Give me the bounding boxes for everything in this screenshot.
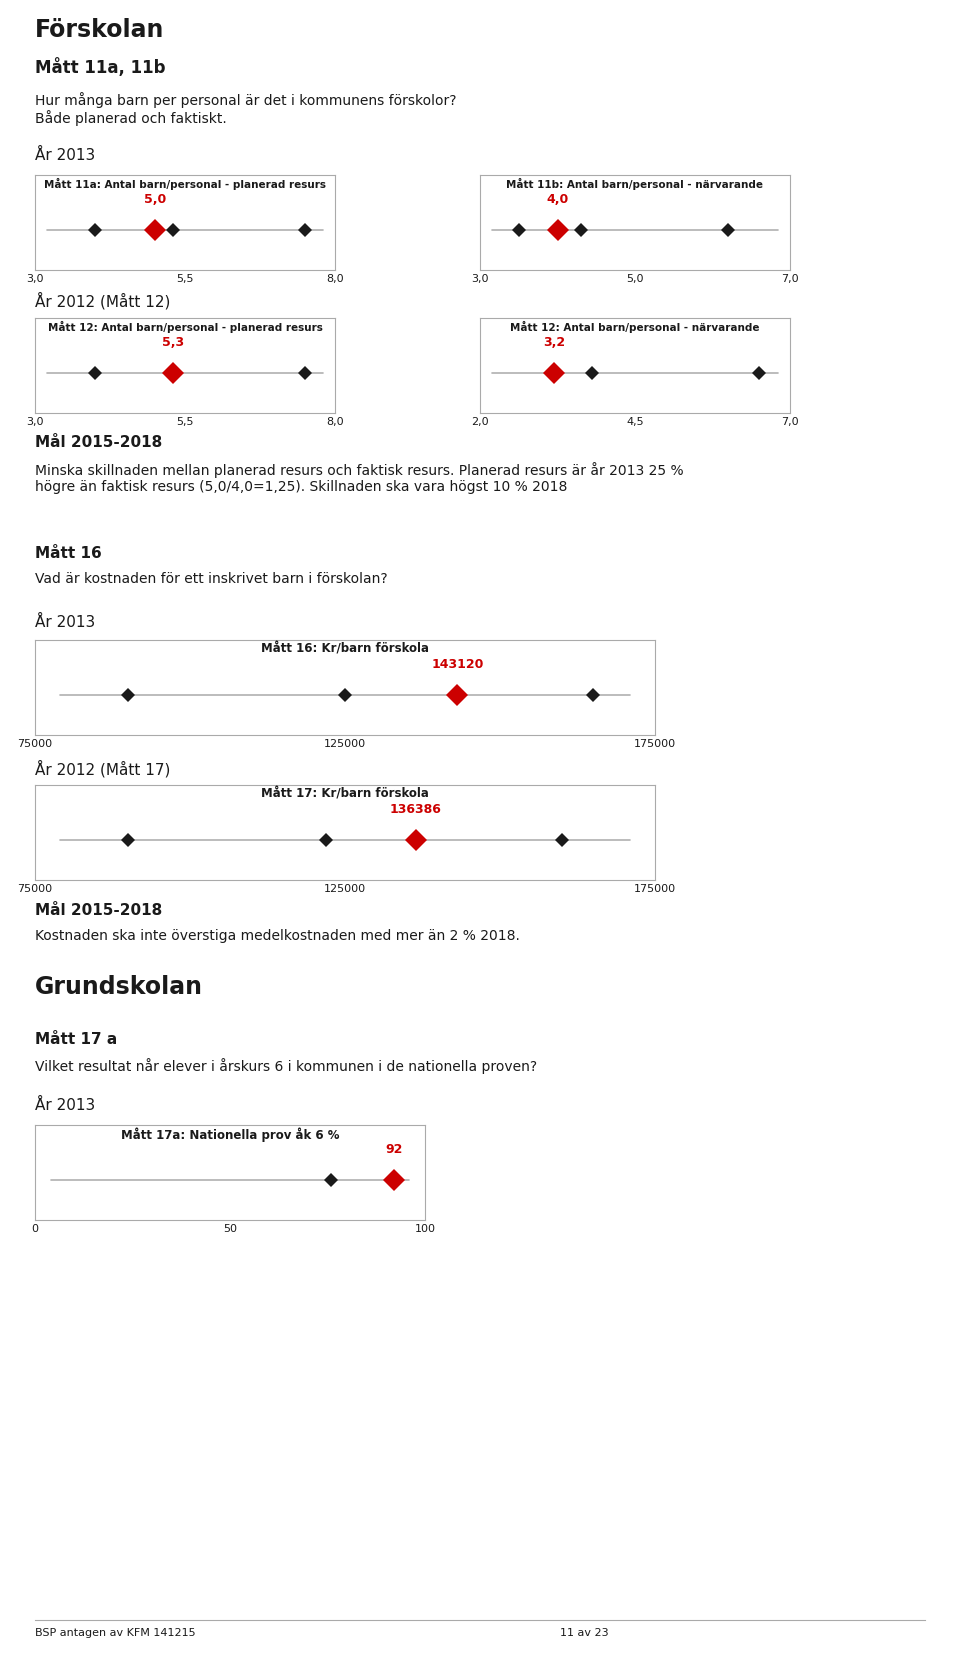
Text: Mått 16: Mått 16: [35, 546, 102, 561]
Text: Mått 12: Antal barn/personal - närvarande: Mått 12: Antal barn/personal - närvarand…: [511, 321, 759, 333]
Text: 136386: 136386: [390, 803, 442, 816]
Text: Mått 17: Kr/barn förskola: Mått 17: Kr/barn förskola: [261, 788, 429, 801]
Text: Mått 17 a: Mått 17 a: [35, 1033, 117, 1048]
Text: 5,0: 5,0: [144, 194, 166, 207]
Text: År 2012 (Mått 12): År 2012 (Mått 12): [35, 291, 170, 309]
Text: Vilket resultat når elever i årskurs 6 i kommunen i de nationella proven?: Vilket resultat når elever i årskurs 6 i…: [35, 1058, 538, 1074]
Text: Mått 11a, 11b: Mått 11a, 11b: [35, 58, 165, 78]
Text: År 2013: År 2013: [35, 1097, 95, 1114]
Text: BSP antagen av KFM 141215: BSP antagen av KFM 141215: [35, 1629, 196, 1638]
Text: Minska skillnaden mellan planerad resurs och faktisk resurs. Planerad resurs är : Minska skillnaden mellan planerad resurs…: [35, 462, 684, 495]
Text: 3,2: 3,2: [543, 336, 565, 349]
Text: Mått 17a: Nationella prov åk 6 %: Mått 17a: Nationella prov åk 6 %: [121, 1127, 339, 1142]
Text: Grundskolan: Grundskolan: [35, 975, 203, 1000]
Text: Mål 2015-2018: Mål 2015-2018: [35, 904, 162, 919]
Text: 11 av 23: 11 av 23: [560, 1629, 609, 1638]
Text: Mål 2015-2018: Mål 2015-2018: [35, 435, 162, 450]
Text: Mått 11b: Antal barn/personal - närvarande: Mått 11b: Antal barn/personal - närvaran…: [507, 177, 763, 190]
Text: Mått 16: Kr/barn förskola: Mått 16: Kr/barn förskola: [261, 642, 429, 655]
Text: År 2012 (Mått 17): År 2012 (Mått 17): [35, 760, 170, 778]
Text: 4,0: 4,0: [546, 194, 568, 207]
Text: År 2013: År 2013: [35, 147, 95, 162]
Text: Hur många barn per personal är det i kommunens förskolor?
Både planerad och fakt: Hur många barn per personal är det i kom…: [35, 93, 457, 126]
Text: 143120: 143120: [431, 659, 484, 672]
Text: Mått 11a: Antal barn/personal - planerad resurs: Mått 11a: Antal barn/personal - planerad…: [44, 177, 326, 190]
Text: Mått 12: Antal barn/personal - planerad resurs: Mått 12: Antal barn/personal - planerad …: [48, 321, 323, 333]
Text: Vad är kostnaden för ett inskrivet barn i förskolan?: Vad är kostnaden för ett inskrivet barn …: [35, 573, 388, 586]
Text: 92: 92: [385, 1144, 402, 1157]
Text: Förskolan: Förskolan: [35, 18, 164, 41]
Text: 5,3: 5,3: [162, 336, 184, 349]
Text: Kostnaden ska inte överstiga medelkostnaden med mer än 2 % 2018.: Kostnaden ska inte överstiga medelkostna…: [35, 928, 520, 943]
Text: År 2013: År 2013: [35, 616, 95, 631]
